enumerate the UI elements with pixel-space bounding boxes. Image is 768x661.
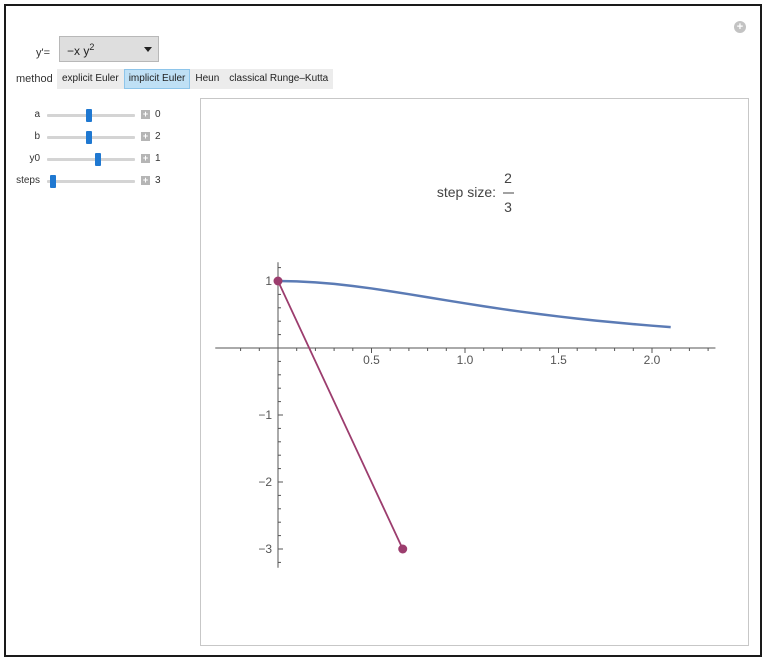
- x-tick-label: 1.0: [457, 353, 474, 367]
- slider-thumb-b[interactable]: [86, 131, 93, 144]
- slider-plus-icon[interactable]: +: [141, 131, 150, 141]
- slider-label-y0: y0: [29, 153, 40, 164]
- chevron-down-icon: [144, 47, 152, 52]
- approximation-line: [277, 280, 404, 550]
- slider-label-a: a: [34, 109, 40, 120]
- solution-plot: step size: 2 3 0.5 1.0 1.5 2.0 1 −1 −2 −3: [215, 170, 716, 568]
- method-label: method: [16, 73, 53, 85]
- method-option-classical-runge-kutta[interactable]: classical Runge–Kutta: [224, 69, 334, 89]
- slider-value-steps: 3: [155, 175, 161, 186]
- slider-plus-icon[interactable]: +: [141, 109, 150, 119]
- plot-panel: step size: 2 3 0.5 1.0 1.5 2.0 1 −1 −2 −3: [200, 98, 749, 646]
- slider-value-a: 0: [155, 109, 161, 120]
- x-tick-label: 2.0: [644, 353, 661, 367]
- method-option-heun[interactable]: Heun: [190, 69, 225, 89]
- slider-label-b: b: [34, 131, 40, 142]
- approximation-point: [398, 544, 408, 554]
- y-tick-label: −2: [258, 475, 272, 489]
- approximation-point: [273, 276, 283, 286]
- step-size-denominator: 3: [504, 199, 512, 215]
- slider-value-y0: 1: [155, 153, 161, 164]
- slider-thumb-steps[interactable]: [50, 175, 57, 188]
- slider-value-b: 2: [155, 131, 161, 142]
- method-option-implicit-euler[interactable]: implicit Euler: [123, 69, 191, 89]
- corner-plus-icon[interactable]: +: [734, 21, 746, 33]
- slider-thumb-a[interactable]: [86, 109, 93, 122]
- equation-value: −x y2: [67, 42, 95, 58]
- equation-dropdown[interactable]: −x y2: [59, 36, 159, 62]
- exact-solution-line: [277, 279, 671, 329]
- slider-label-steps: steps: [16, 175, 40, 186]
- slider-track-steps[interactable]: [47, 180, 135, 183]
- y-tick-label: −3: [258, 542, 272, 556]
- step-size-label: step size:: [437, 184, 496, 200]
- y-tick-label: −1: [258, 408, 272, 422]
- slider-thumb-y0[interactable]: [94, 153, 101, 166]
- x-tick-label: 0.5: [363, 353, 380, 367]
- method-option-explicit-euler[interactable]: explicit Euler: [57, 69, 124, 89]
- x-tick-label: 1.5: [550, 353, 567, 367]
- equation-label: y'=: [36, 47, 51, 59]
- slider-plus-icon[interactable]: +: [141, 175, 150, 185]
- step-size-numerator: 2: [504, 170, 512, 186]
- slider-track-y0[interactable]: [47, 158, 135, 161]
- slider-plus-icon[interactable]: +: [141, 153, 150, 163]
- method-setter-bar: explicit Euler implicit Euler Heun classica…: [57, 69, 334, 89]
- y-tick-label: 1: [265, 274, 272, 288]
